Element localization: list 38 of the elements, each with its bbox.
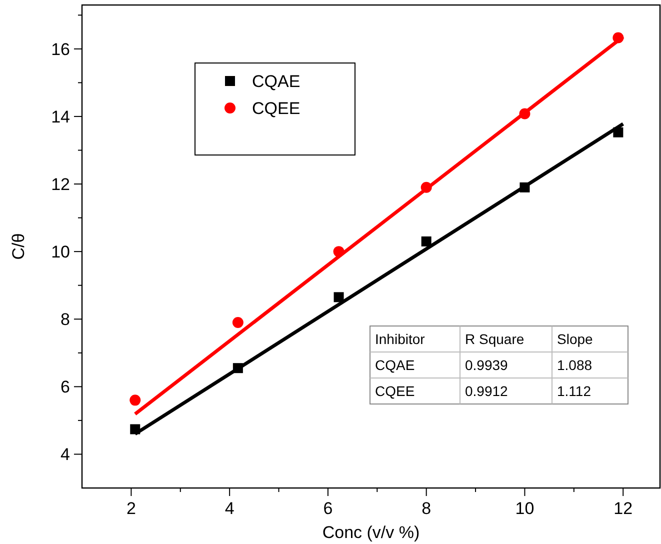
annotation: 1.088: [557, 356, 592, 373]
y-tick-label: 16: [51, 40, 70, 59]
annotation: R Square: [465, 330, 524, 347]
point: [130, 424, 140, 434]
annotation: Slope: [557, 330, 594, 347]
annotation: 0.9912: [465, 382, 508, 399]
legend-label: CQEE: [252, 98, 300, 118]
point: [612, 32, 624, 44]
annotation: 1.112: [557, 382, 592, 399]
x-tick-label: 4: [224, 499, 234, 518]
point: [613, 127, 624, 138]
point: [232, 363, 243, 374]
y-tick-label: 14: [51, 107, 70, 126]
x-axis-title: Conc (v/v %): [322, 523, 420, 542]
annotation: Inhibitor: [375, 330, 426, 347]
point: [421, 236, 432, 246]
annotation: CQEE: [375, 382, 415, 399]
point: [420, 182, 432, 193]
point: [130, 394, 141, 406]
y-axis-title: C/θ: [9, 233, 28, 260]
point: [232, 316, 244, 328]
y-tick-label: 12: [51, 174, 70, 194]
point: [333, 246, 344, 258]
x-tick-label: 10: [515, 499, 534, 518]
x-tick-label: 8: [422, 499, 432, 518]
legend-label: CQAE: [252, 72, 300, 91]
x-tick-label: 12: [614, 499, 633, 518]
annotation: 0.9939: [465, 356, 508, 373]
annotation: CQAE: [375, 356, 415, 373]
x-tick-label: 2: [126, 499, 136, 518]
y-tick-label: 6: [60, 378, 70, 397]
x-tick-label: 6: [323, 499, 333, 518]
point: [334, 292, 344, 302]
y-tick-label: 8: [60, 310, 70, 330]
y-tick-label: 4: [60, 445, 70, 464]
point: [519, 108, 530, 120]
y-tick-label: 10: [51, 242, 70, 262]
point: [520, 182, 530, 192]
